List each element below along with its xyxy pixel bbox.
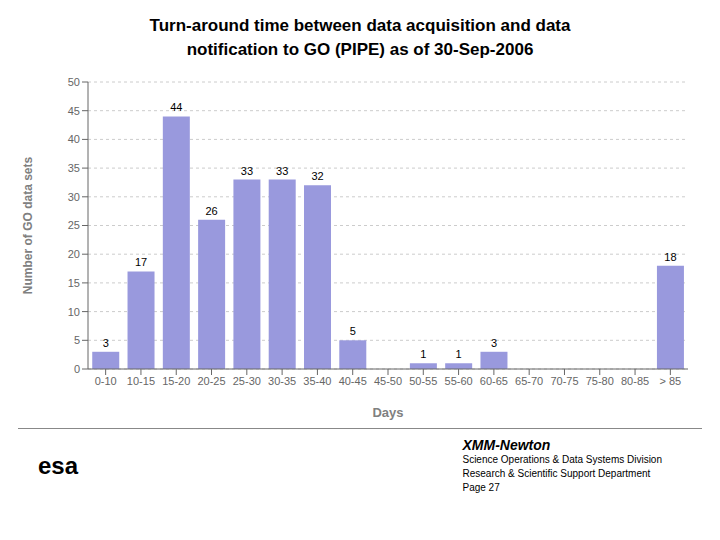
svg-text:17: 17: [135, 256, 147, 268]
html-text:Turn-around time between data: Turn-around time between data acquisitio…: [149, 16, 571, 35]
svg-text:3: 3: [491, 337, 497, 349]
svg-text:35-40: 35-40: [303, 375, 331, 387]
svg-text:33: 33: [241, 165, 253, 177]
html-text:esa: esa: [38, 452, 78, 479]
html-text:Science Operations & Data Syst: Science Operations & Data Systems Divisi…: [462, 454, 662, 465]
svg-text:Days: Days: [372, 405, 403, 420]
html-text:notification to GO (PIPE) as o: notification to GO (PIPE) as of 30-Sep-2…: [186, 40, 534, 59]
svg-text:15: 15: [68, 277, 80, 289]
svg-text:0: 0: [74, 363, 80, 375]
svg-text:5: 5: [74, 334, 80, 346]
svg-text:44: 44: [170, 101, 182, 113]
svg-text:55-60: 55-60: [445, 375, 473, 387]
svg-text:45: 45: [68, 105, 80, 117]
svg-text:> 85: > 85: [659, 375, 681, 387]
svg-text:70-75: 70-75: [550, 375, 578, 387]
svg-text:32: 32: [311, 170, 323, 182]
svg-text:1: 1: [456, 348, 462, 360]
svg-text:10: 10: [68, 306, 80, 318]
svg-text:25: 25: [68, 219, 80, 231]
svg-text:40-45: 40-45: [339, 375, 367, 387]
svg-text:50: 50: [68, 76, 80, 88]
svg-text:60-65: 60-65: [480, 375, 508, 387]
svg-text:Number of GO data sets: Number of GO data sets: [21, 157, 35, 295]
svg-text:75-80: 75-80: [586, 375, 614, 387]
svg-text:26: 26: [205, 205, 217, 217]
svg-text:50-55: 50-55: [409, 375, 437, 387]
svg-text:35: 35: [68, 162, 80, 174]
svg-text:20: 20: [68, 248, 80, 260]
svg-text:30: 30: [68, 191, 80, 203]
svg-text:5: 5: [350, 325, 356, 337]
svg-text:25-30: 25-30: [233, 375, 261, 387]
svg-text:1: 1: [420, 348, 426, 360]
svg-text:40: 40: [68, 133, 80, 145]
svg-text:65-70: 65-70: [515, 375, 543, 387]
svg-text:10-15: 10-15: [127, 375, 155, 387]
html-text:Research & Scientific Support: Research & Scientific Support Department: [462, 468, 651, 479]
svg-text:0-10: 0-10: [95, 375, 117, 387]
svg-text:20-25: 20-25: [197, 375, 225, 387]
svg-text:3: 3: [103, 337, 109, 349]
html-text:XMM-Newton: XMM-Newton: [462, 437, 551, 453]
svg-text:33: 33: [276, 165, 288, 177]
svg-text:80-85: 80-85: [621, 375, 649, 387]
svg-text:15-20: 15-20: [162, 375, 190, 387]
svg-text:18: 18: [664, 251, 676, 263]
svg-text:30-35: 30-35: [268, 375, 296, 387]
svg-text:45-50: 45-50: [374, 375, 402, 387]
html-text:Page 27: Page 27: [462, 482, 500, 493]
